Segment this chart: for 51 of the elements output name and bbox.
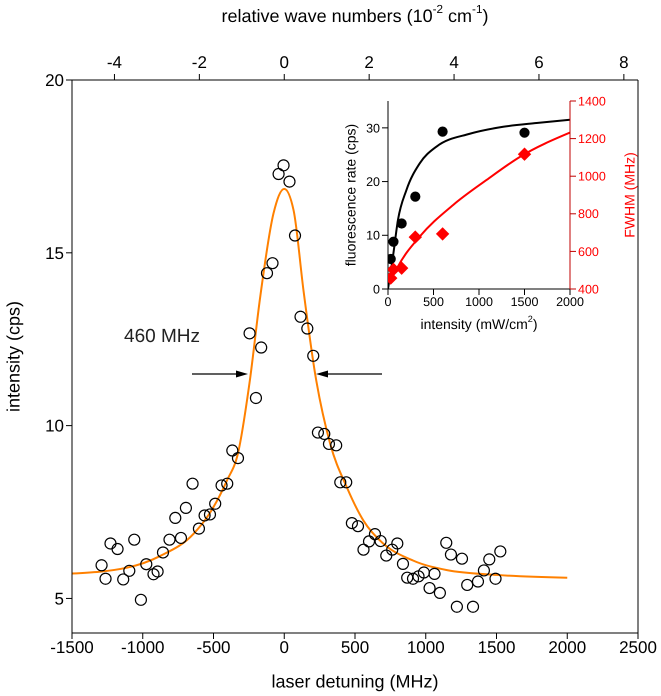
point — [408, 230, 422, 244]
y-tick-label: 20 — [45, 71, 64, 90]
x-tick-label: 500 — [423, 294, 444, 309]
x-axis-title: laser detuning (MHz) — [271, 672, 439, 692]
x-tick-label: 2500 — [619, 638, 657, 658]
x-axis-title: intensity (mW/cm$^{2}$) — [420, 314, 538, 332]
point — [518, 148, 531, 161]
y2-tick-label: 600 — [578, 244, 599, 259]
y-tick-label: 10 — [45, 416, 64, 436]
y-tick-label: 10 — [366, 228, 380, 243]
x2-tick-label: 8 — [619, 53, 629, 72]
x2-tick-label: 6 — [534, 53, 544, 72]
x2-tick-label: 2 — [364, 53, 374, 72]
y2-tick-label: 1400 — [578, 94, 606, 108]
x-tick-label: 500 — [340, 638, 370, 658]
y-tick-label: 0 — [373, 282, 380, 296]
x-tick-label: -1500 — [50, 638, 94, 658]
x2-tick-label: 4 — [449, 53, 459, 72]
x-tick-label: 2000 — [548, 638, 586, 658]
y2-axis-title: FWHM (MHz) — [622, 152, 638, 238]
x2-axis-title: relative wave numbers (10$^{-2}$ cm$^{-1}$) — [222, 3, 488, 26]
point — [438, 126, 448, 137]
point — [395, 262, 408, 275]
y-tick-label: 15 — [45, 244, 64, 263]
y2-tick-label: 800 — [578, 207, 599, 222]
x2-tick-label: 0 — [280, 53, 289, 72]
annotation: 460 MHz — [124, 326, 200, 348]
point — [436, 227, 450, 240]
point — [396, 218, 407, 229]
x-tick-label: 1500 — [478, 638, 516, 658]
x-tick-label: 0 — [280, 638, 289, 658]
point — [410, 192, 420, 202]
x2-tick-label: -4 — [106, 53, 122, 72]
point — [519, 128, 530, 138]
y-tick-label: 5 — [54, 589, 64, 608]
x-tick-label: 0 — [384, 294, 392, 309]
x-tick-label: 1000 — [465, 294, 493, 309]
x-tick-label: -1000 — [121, 638, 164, 658]
x-tick-label: 1000 — [406, 638, 445, 658]
y-tick-label: 30 — [366, 121, 380, 136]
y2-tick-label: 1200 — [578, 132, 606, 146]
point — [388, 236, 399, 247]
y2-tick-label: 400 — [578, 282, 599, 296]
y-tick-label: 20 — [366, 175, 380, 190]
y-axis-title: fluorescence rate (cps) — [342, 124, 358, 266]
x-tick-label: 2000 — [556, 294, 584, 309]
y-axis-title: intensity (cps) — [4, 300, 24, 412]
x2-tick-label: -2 — [192, 53, 207, 72]
x-tick-label: -500 — [196, 638, 231, 658]
y2-tick-label: 1000 — [578, 170, 606, 184]
x-tick-label: 1500 — [510, 294, 538, 309]
